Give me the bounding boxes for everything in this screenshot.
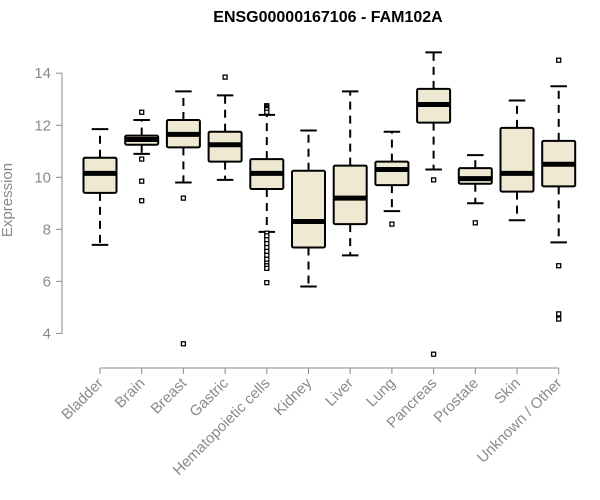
y-tick-label-1: 6 (43, 273, 51, 290)
box-7 (374, 160, 410, 187)
x-tick-label-5: Kidney (271, 374, 316, 419)
outlier-4-16 (264, 280, 270, 286)
outlier-11-1 (556, 263, 562, 269)
outlier-3-0 (222, 74, 228, 80)
box-5 (291, 169, 326, 249)
x-tick-label-2: Breast (148, 374, 191, 417)
box-group-9 (457, 154, 493, 226)
box-group-11 (541, 57, 577, 322)
box-group-1 (124, 109, 160, 204)
outlier-7-0 (389, 221, 395, 227)
y-tick-label-5: 14 (34, 65, 51, 82)
chart-title: ENSG00000167106 - FAM102A (213, 9, 443, 26)
x-tick-label-10: Skin (491, 375, 524, 408)
outlier-1-3 (139, 198, 145, 204)
outlier-1-1 (139, 156, 145, 162)
y-axis-label: Expression (0, 163, 16, 237)
box-9 (457, 167, 493, 185)
plot-area (82, 51, 577, 357)
box-6 (332, 164, 368, 226)
x-tick-label-0: Bladder (58, 375, 107, 424)
box-group-10 (499, 99, 535, 222)
outlier-8-0 (430, 177, 437, 183)
outlier-4-4 (264, 109, 270, 115)
box-group-0 (82, 128, 118, 246)
outlier-11-2 (556, 311, 562, 317)
box-group-8 (416, 51, 452, 357)
y-tick-label-4: 12 (34, 117, 51, 134)
y-tick-label-3: 10 (34, 169, 51, 186)
x-tick-label-9: Prostate (431, 375, 483, 427)
outlier-2-0 (180, 195, 187, 201)
x-tick-label-1: Brain (112, 375, 149, 412)
outlier-1-2 (139, 178, 145, 184)
outlier-11-0 (556, 57, 562, 63)
x-tick-label-6: Liver (322, 375, 357, 410)
box-group-4 (249, 103, 285, 286)
outlier-1-0 (139, 109, 145, 115)
outlier-9-0 (472, 220, 478, 226)
outlier-11-3 (556, 316, 562, 322)
y-axis: 4 6 8 10 12 14 (34, 65, 63, 342)
outlier-8-1 (430, 351, 437, 357)
box-group-6 (332, 90, 368, 257)
box-group-7 (374, 130, 410, 227)
box-group-2 (165, 90, 201, 347)
y-tick-label-0: 4 (43, 325, 51, 342)
box-group-5 (291, 129, 326, 288)
y-tick-label-2: 8 (43, 221, 51, 238)
box-group-3 (207, 74, 243, 181)
x-tick-label-7: Lung (363, 375, 399, 411)
outlier-2-1 (180, 341, 187, 347)
outlier-4-15 (264, 265, 270, 271)
box-10 (499, 126, 535, 193)
